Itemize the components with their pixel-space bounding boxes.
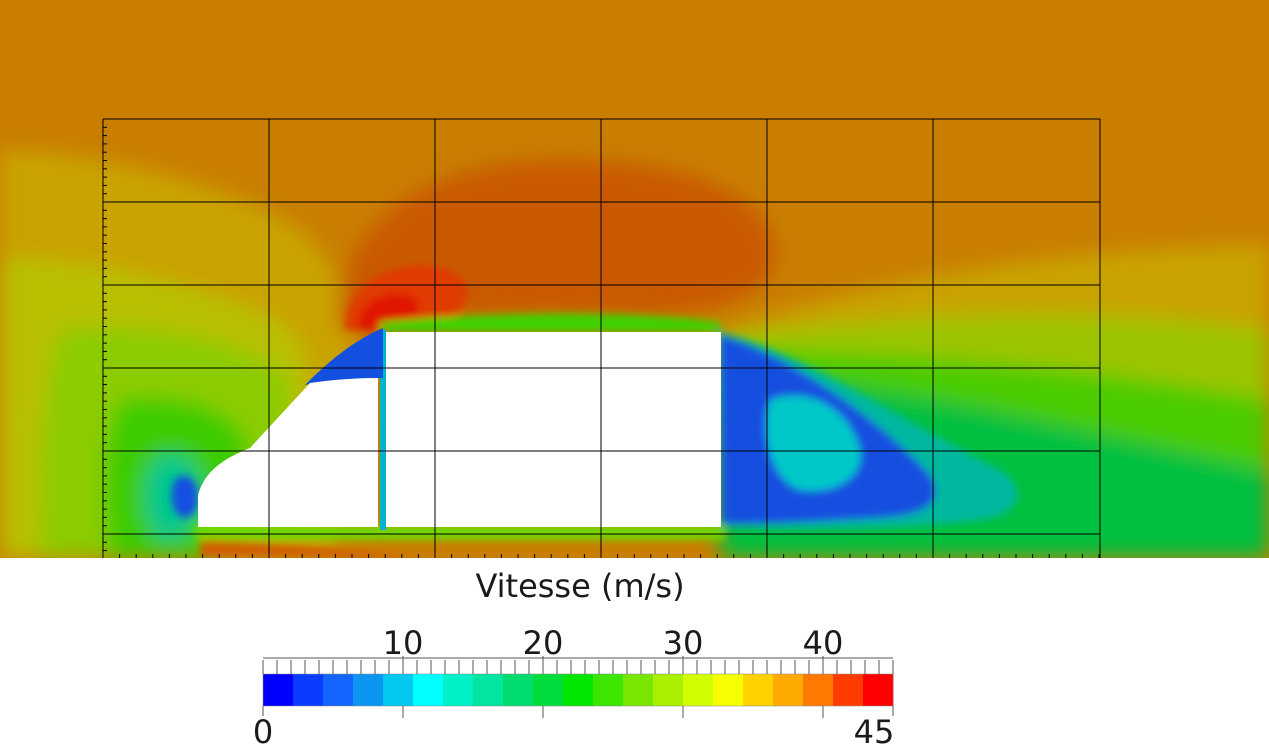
vehicle-cargo-box — [386, 332, 721, 527]
field-boundary-layer-top — [380, 313, 720, 332]
chart-title: Vitesse (m/s) — [475, 567, 684, 605]
colorbar-swatch — [713, 674, 744, 706]
colorbar: 10 20 30 40 0 45 — [253, 624, 895, 751]
colorbar-ticks — [262, 656, 894, 718]
colorbar-swatch — [503, 674, 534, 706]
colorbar-swatch — [533, 674, 564, 706]
colorbar-swatch — [803, 674, 834, 706]
colorbar-tick-label: 20 — [523, 624, 564, 662]
colorbar-tick-label: 30 — [663, 624, 704, 662]
colorbar-swatch — [623, 674, 654, 706]
colorbar-swatch — [563, 674, 594, 706]
colorbar-swatch — [773, 674, 804, 706]
plot-grid — [102, 118, 1101, 558]
colorbar-swatch — [743, 674, 774, 706]
colorbar-swatch — [443, 674, 474, 706]
colorbar-tick-label: 40 — [803, 624, 844, 662]
colorbar-max-label: 45 — [854, 713, 895, 751]
colorbar-swatch — [263, 674, 294, 706]
colorbar-swatch — [653, 674, 684, 706]
field-windshield-layer — [305, 328, 383, 385]
velocity-field — [0, 0, 1269, 558]
field-cab-gap-layer — [380, 330, 386, 530]
colorbar-tick-label: 10 — [383, 624, 424, 662]
colorbar-swatch — [413, 674, 444, 706]
colorbar-swatch — [593, 674, 624, 706]
colorbar-min-label: 0 — [253, 713, 273, 751]
field-underbody-jet — [200, 540, 420, 558]
colorbar-tick-labels: 10 20 30 40 — [383, 624, 844, 662]
field-stagnation — [171, 475, 198, 518]
colorbar-swatch — [683, 674, 714, 706]
vehicle-cab — [198, 378, 378, 527]
field-boundary-layer-bottom — [195, 525, 725, 540]
colorbar-swatch — [293, 674, 324, 706]
colorbar-swatches — [262, 673, 894, 707]
colorbar-swatch — [833, 674, 864, 706]
field-wake-core — [766, 395, 861, 491]
colorbar-swatch — [473, 674, 504, 706]
colorbar-swatch — [353, 674, 384, 706]
colorbar-swatch — [323, 674, 354, 706]
colorbar-swatch — [383, 674, 414, 706]
colorbar-frame — [262, 673, 894, 707]
vehicle-body — [198, 332, 721, 527]
colorbar-swatch — [863, 674, 894, 706]
